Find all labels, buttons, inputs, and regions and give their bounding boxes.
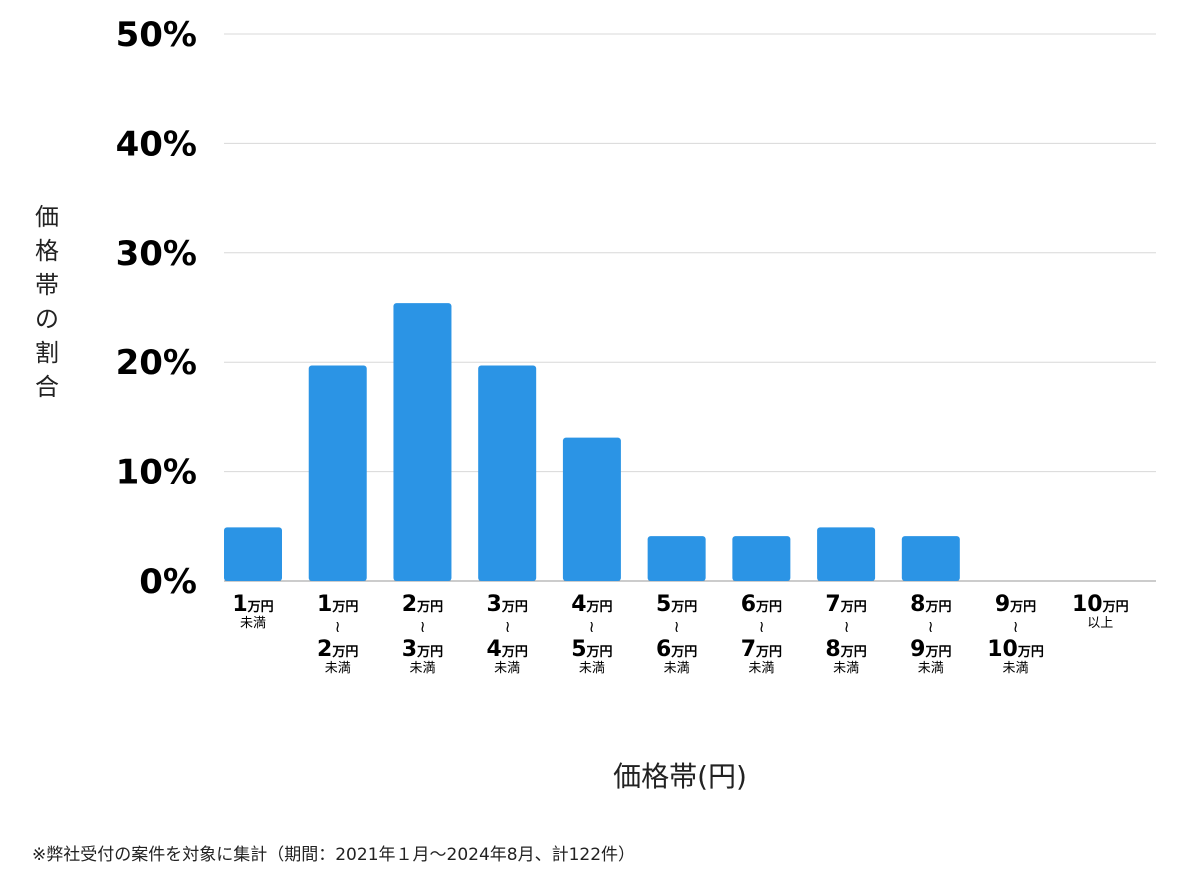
x-tick-label: 9万円 ~10万円 未満: [987, 592, 1044, 676]
bar: [732, 536, 791, 581]
x-tick-label: 1万円 未満: [232, 592, 274, 631]
x-tick-label: 8万円 ~9万円 未満: [910, 592, 952, 676]
y-tick-label: 40%: [116, 124, 197, 164]
bar: [478, 365, 537, 581]
bar: [647, 536, 706, 581]
x-tick-label: 1万円 ~2万円 未満: [317, 592, 359, 676]
x-tick-label: 6万円 ~7万円 未満: [740, 592, 783, 676]
x-tick-label: 7万円 ~8万円 未満: [825, 592, 867, 676]
x-tick-label: 3万円 ~4万円 未満: [486, 592, 528, 676]
footnote: ※弊社受付の案件を対象に集計（期間：2021年１月〜2024年8月、計122件）: [32, 845, 636, 865]
bar: [901, 536, 960, 581]
y-tick-label: 20%: [116, 343, 197, 383]
x-tick-label: 10万円 以上: [1071, 592, 1129, 631]
x-tick-label: 2万円 ~3万円 未満: [401, 592, 444, 676]
x-tick-label: 5万円 ~6万円 未満: [655, 592, 698, 676]
x-axis-label: 価格帯(円): [613, 760, 747, 793]
y-tick-label: 30%: [116, 234, 197, 274]
y-axis-label: 価格帯の割合: [35, 203, 59, 401]
x-tick-label: 4万円 ~5万円 未満: [571, 592, 613, 676]
bar: [308, 365, 367, 581]
bar: [562, 437, 621, 581]
bar: [224, 527, 282, 581]
y-tick-label: 50%: [116, 15, 197, 55]
y-tick-label: 0%: [139, 562, 197, 602]
bar: [393, 303, 452, 581]
bar: [817, 527, 876, 581]
y-tick-label: 10%: [116, 453, 197, 493]
